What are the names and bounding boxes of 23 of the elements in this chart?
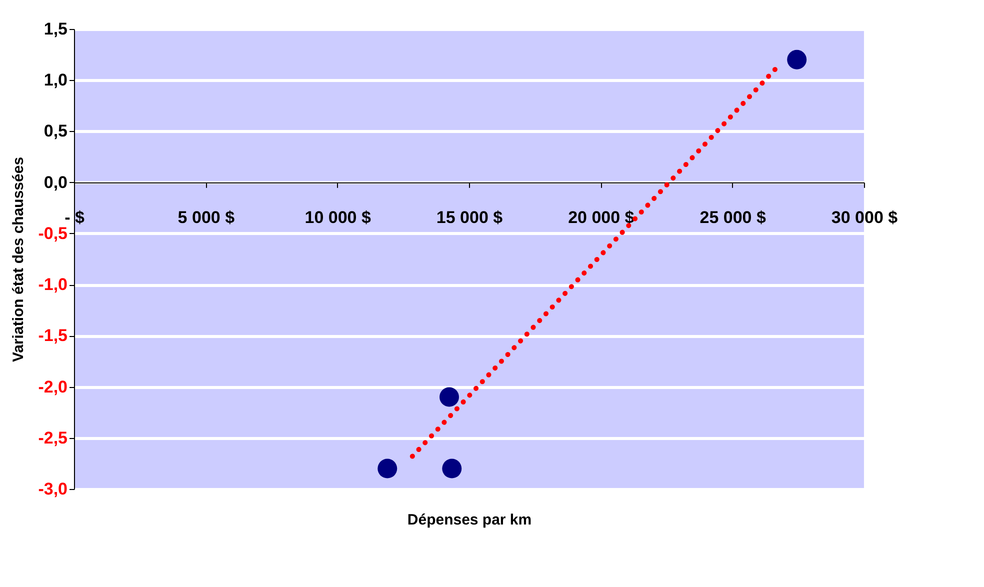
point	[442, 458, 462, 478]
y-tick-label: 0,5	[44, 122, 68, 141]
point	[787, 50, 807, 70]
y-axis-title: Variation état des chaussées	[10, 156, 28, 362]
y-tick-label: 0,0	[44, 172, 68, 192]
x-tick-label: 25 000 $	[700, 208, 766, 227]
y-tick-label: -1,0	[38, 275, 68, 294]
x-tick-label: 20 000 $	[568, 208, 635, 227]
y-tick-label: -2,5	[38, 428, 68, 448]
x-axis-title: Dépenses par km	[407, 512, 532, 528]
y-tick-label: -0,5	[38, 224, 68, 243]
x-tick-label: 10 000 $	[304, 208, 372, 227]
y-tick-label: -1,5	[38, 326, 68, 346]
x-tick-label: 30 000 $	[831, 208, 898, 227]
y-tick-label: -2,0	[38, 377, 68, 396]
x-tick-label: 15 000 $	[436, 208, 504, 227]
x-tick-label: 5 000 $	[178, 208, 236, 227]
x-tick-label: - $	[64, 208, 85, 227]
point	[440, 387, 459, 407]
y-tick-label: 1,0	[44, 70, 68, 90]
point	[378, 458, 398, 478]
y-tick-label: -3,0	[38, 480, 68, 498]
y-tick-label: 1,5	[44, 20, 68, 38]
